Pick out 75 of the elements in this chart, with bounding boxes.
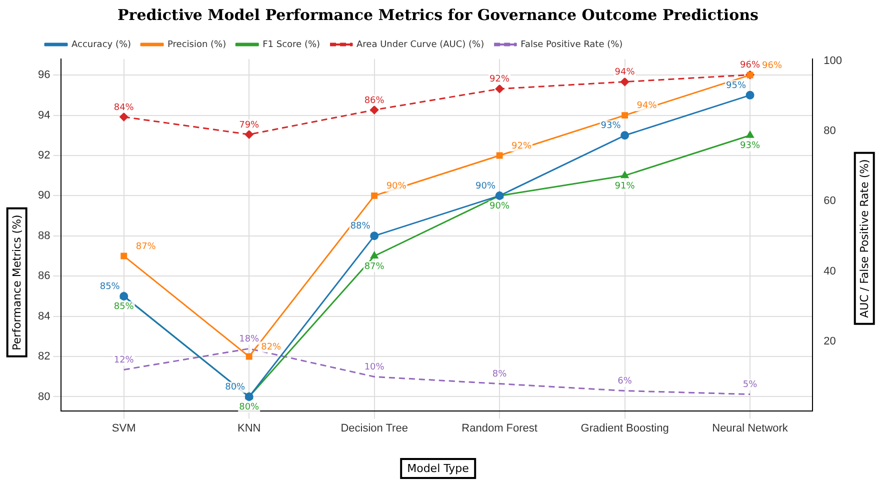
data-label: 8%: [492, 370, 508, 380]
legend-label: Area Under Curve (AUC) (%): [356, 40, 484, 50]
data-label: 94%: [614, 68, 636, 78]
data-label: 95%: [726, 81, 746, 92]
point: [370, 252, 378, 259]
data-label: 85%: [100, 282, 120, 292]
data-label: 87%: [364, 262, 385, 272]
point: [495, 84, 504, 94]
data-label: 92%: [490, 74, 510, 85]
point: [120, 112, 128, 122]
y2-axis-title: AUC / False Positive Rate (%): [854, 152, 875, 325]
point: [621, 171, 629, 178]
data-label: 84%: [114, 102, 134, 113]
data-label: 93%: [740, 141, 760, 152]
point: [496, 152, 503, 159]
x-tick-label: SVM: [112, 422, 136, 434]
data-label: 85%: [114, 302, 134, 312]
y2-tick-label: 60: [824, 195, 836, 208]
y-tick-label: 80: [38, 390, 50, 403]
data-label: 90%: [490, 202, 510, 212]
point: [120, 252, 128, 260]
y-tick-label: 90: [38, 190, 50, 202]
data-label: 96%: [762, 60, 782, 71]
y2-tick-label: 40: [824, 265, 836, 278]
data-label: 93%: [600, 121, 622, 132]
chart-title: Predictive Model Performance Metrics for Governance Outcome Predictions: [116, 6, 760, 24]
data-label: 18%: [239, 334, 260, 344]
y2-tick-label: 80: [824, 125, 836, 138]
x-tick-label: Gradient Boosting: [580, 422, 669, 434]
legend-label: Accuracy (%): [72, 40, 132, 50]
point: [246, 353, 252, 360]
data-label: 12%: [114, 356, 134, 366]
y-tick-label: 82: [38, 350, 50, 363]
y-tick-label: 86: [38, 270, 50, 282]
data-label: 91%: [614, 181, 636, 192]
data-label: 10%: [364, 362, 385, 373]
legend-label: False Positive Rate (%): [520, 40, 623, 50]
data-label: 82%: [261, 342, 282, 352]
x-tick-label: Decision Tree: [340, 422, 408, 434]
y-tick-label: 96: [38, 69, 50, 82]
point: [746, 90, 754, 100]
data-label: 80%: [239, 402, 260, 413]
y2-tick-label: 100: [824, 54, 842, 67]
point: [620, 78, 630, 86]
x-tick-label: KNN: [237, 422, 261, 434]
y-tick-label: 92: [38, 150, 50, 162]
legend-label: F1 Score (%): [262, 40, 320, 50]
y2-tick-label: 20: [824, 336, 836, 348]
point: [371, 192, 378, 199]
point: [370, 106, 379, 114]
data-label: 5%: [742, 380, 758, 390]
point: [244, 130, 254, 139]
y-tick-label: 94: [38, 109, 50, 122]
x-axis-title: Model Type: [400, 458, 476, 479]
data-label: 86%: [364, 96, 385, 106]
y-tick-label: 84: [38, 310, 50, 322]
data-label: 80%: [225, 382, 246, 393]
point: [620, 131, 630, 140]
data-label: 96%: [740, 60, 760, 71]
y-axis-title: Performance Metrics (%): [6, 208, 28, 358]
data-label: 90%: [476, 182, 496, 192]
point: [746, 131, 754, 138]
x-tick-label: Random Forest: [462, 422, 538, 434]
data-label: 79%: [239, 120, 260, 130]
data-label: 87%: [136, 242, 156, 252]
point: [622, 112, 628, 119]
data-label: 90%: [386, 182, 407, 192]
legend-label: Precision (%): [168, 40, 226, 50]
data-label: 88%: [350, 222, 371, 232]
x-tick-label: Neural Network: [712, 422, 788, 434]
data-label: 94%: [636, 101, 658, 112]
point: [370, 232, 379, 240]
y-tick-label: 88: [38, 230, 50, 242]
data-label: 6%: [618, 376, 632, 387]
data-label: 92%: [512, 141, 532, 152]
